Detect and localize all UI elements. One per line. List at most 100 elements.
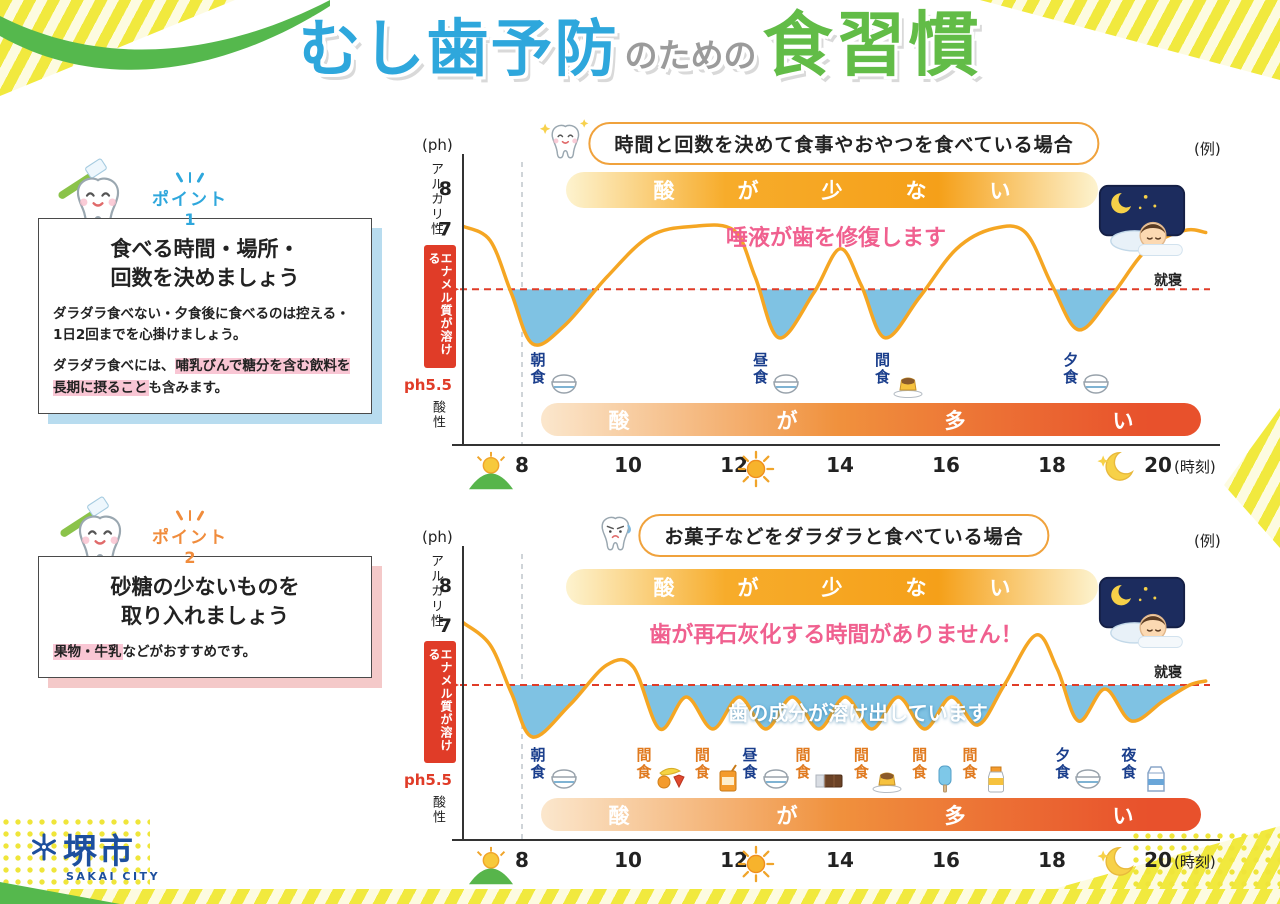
meal-label: 昼食	[740, 747, 759, 781]
meal-label: 間食	[910, 747, 929, 781]
sad-tooth-face-icon	[586, 504, 644, 563]
point-badge-number: 2	[184, 548, 196, 567]
low-acid-banner: 酸が少ない	[566, 569, 1098, 605]
acid-zone-fill	[463, 289, 1206, 346]
acidic-axis-label: 酸性	[430, 795, 445, 825]
meal-label: 朝食	[528, 747, 547, 781]
low-acid-banner-text: 酸が少ない	[653, 576, 1074, 600]
x-tick: 8	[515, 848, 529, 872]
x-axis-unit: (時刻)	[1174, 853, 1216, 871]
drink-icon	[980, 763, 1012, 799]
point-1-heading: 食べる時間・場所・ 回数を決めましょう	[110, 237, 300, 291]
meal-label: 夕食	[1053, 747, 1072, 781]
x-tick: 14	[826, 453, 854, 477]
x-tick: 20	[1144, 453, 1172, 477]
rice-bowl-icon	[548, 368, 580, 404]
sleeping-child-icon	[1098, 184, 1186, 265]
y-tick: 8	[439, 575, 452, 597]
point-2-paragraph: 果物・牛乳などがおすすめです。	[53, 643, 257, 660]
point-2-box: 砂糖の少ないものを 取り入れましょう 果物・牛乳などがおすすめです。	[38, 556, 372, 679]
x-tick: 10	[614, 848, 642, 872]
rays-decoration	[152, 172, 228, 183]
meal-label: 間食	[692, 747, 711, 781]
chart-title: お菓子などをダラダラと食べている場合	[664, 526, 1024, 548]
meal-label: 夜食	[1119, 747, 1138, 781]
moon-icon	[1094, 845, 1136, 886]
point-1-paragraph-2: ダラダラ食べには、哺乳びんで糖分を含む飲料を長期に摂ることも含みます。	[53, 357, 351, 396]
x-tick: 18	[1038, 848, 1066, 872]
sakai-city-emblem-icon	[30, 832, 58, 865]
enamel-dissolves-label: エナメル質が溶ける	[424, 244, 456, 369]
x-tick: 14	[826, 848, 854, 872]
point-1-box: 食べる時間・場所・ 回数を決めましょう ダラダラ食べない・夕食後に食べるのは控える…	[38, 218, 372, 415]
point-1-paragraph-1: ダラダラ食べない・夕食後に食べるのは控える・1日2回までを心掛けましょう。	[53, 305, 350, 344]
point-badge-number: 1	[184, 210, 196, 229]
sleep-label: 就寝	[1154, 665, 1182, 681]
y-tick: 7	[439, 615, 452, 637]
rice-bowl-icon	[548, 763, 580, 799]
chart-panel-scheduled-eating: 876548101214161820(時刻)時間と回数を決めて食事やおやつを食べ…	[396, 118, 1256, 504]
acid-zone-fill	[463, 685, 1206, 738]
sunrise-icon	[468, 845, 514, 889]
rice-bowl-icon	[1072, 763, 1104, 799]
x-tick: 8	[515, 453, 529, 477]
point-badge-word: ポイント	[152, 190, 228, 210]
logo-city-subname: SAKAI CITY	[66, 870, 161, 883]
sakai-city-logo: 堺市 SAKAI CITY	[30, 824, 160, 883]
pudding-icon	[871, 763, 903, 799]
x-tick: 10	[614, 453, 642, 477]
dissolving-annotation: 歯の成分が溶け出しています	[728, 701, 988, 725]
meal-label: 夕食	[1061, 352, 1080, 386]
popsicle-icon	[929, 763, 961, 799]
meal-label: 昼食	[751, 352, 770, 386]
alkaline-axis-label: アルカリ性	[428, 162, 443, 237]
x-tick: 20	[1144, 848, 1172, 872]
sleeping-child-icon	[1098, 576, 1186, 657]
saliva-annotation: 歯が再石灰化する時間がありません！	[649, 623, 1023, 648]
y-axis-unit-label: (ph)	[422, 136, 453, 154]
page-title: むし歯予防 のための 食習慣	[0, 10, 1280, 80]
x-tick: 16	[932, 848, 960, 872]
example-label: (例)	[1194, 140, 1221, 158]
pudding-icon	[892, 368, 924, 404]
high-acid-banner-text: 酸が多い	[608, 408, 1280, 433]
milk-icon	[1139, 763, 1171, 799]
sunrise-icon	[468, 450, 514, 494]
ph55-threshold-label: ph5.5	[404, 376, 452, 395]
saliva-annotation: 唾液が歯を修復します	[725, 226, 947, 251]
moon-icon	[1094, 450, 1136, 491]
sleep-label: 就寝	[1154, 273, 1182, 289]
meal-label: 間食	[851, 747, 870, 781]
low-acid-banner-text: 酸が少ない	[653, 179, 1074, 203]
chart-title-pill: お菓子などをダラダラと食べている場合	[601, 514, 1050, 557]
x-axis-unit: (時刻)	[1174, 458, 1216, 476]
meal-label: 間食	[793, 747, 812, 781]
point-badge-word: ポイント	[152, 528, 228, 548]
low-acid-banner: 酸が少ない	[566, 172, 1098, 208]
title-part-gray: のための	[624, 36, 757, 75]
juice-icon	[712, 763, 744, 799]
rays-decoration	[152, 510, 228, 521]
meal-label: 朝食	[528, 352, 547, 386]
chocolate-icon	[813, 763, 845, 799]
point-2-badge: ポイント 2	[152, 510, 228, 567]
rice-bowl-icon	[760, 763, 792, 799]
point-2-heading: 砂糖の少ないものを 取り入れましょう	[110, 575, 300, 629]
y-axis-unit-label: (ph)	[422, 528, 453, 546]
y-tick: 7	[439, 219, 452, 241]
meal-label: 間食	[873, 352, 892, 386]
logo-city-name: 堺市	[63, 832, 135, 872]
happy-tooth-face-icon	[536, 112, 594, 171]
x-tick: 16	[932, 453, 960, 477]
y-tick: 8	[439, 178, 452, 200]
acidic-axis-label: 酸性	[430, 400, 445, 431]
rice-bowl-icon	[770, 368, 802, 404]
title-part-blue: むし歯予防	[298, 12, 619, 85]
ph-curve	[461, 223, 1208, 347]
ph-curve	[461, 621, 1208, 739]
example-label: (例)	[1194, 532, 1221, 550]
tooth-toothbrush-character-icon	[54, 158, 142, 246]
sun-icon	[737, 450, 775, 492]
fruits-icon	[654, 763, 686, 799]
